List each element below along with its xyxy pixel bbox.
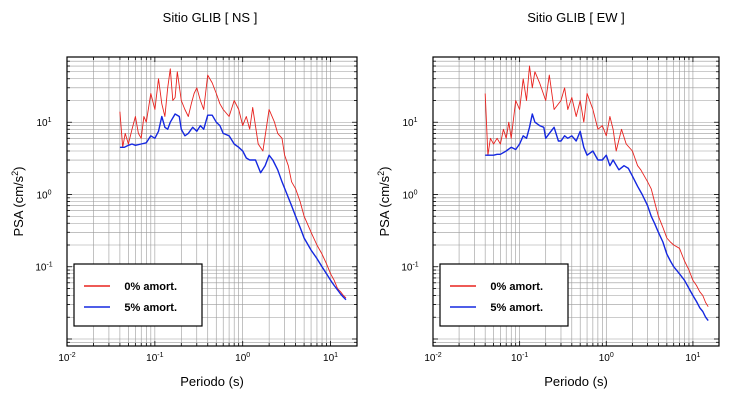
- series-line-damping-5: [485, 113, 709, 322]
- legend-label: 0% amort.: [124, 281, 177, 293]
- y-tick-label: 100: [402, 189, 417, 201]
- y-tick-base: 10: [402, 190, 414, 201]
- y-axis-label-sup: 2: [376, 171, 386, 176]
- y-tick-label: 10-1: [401, 262, 418, 274]
- y-tick-exponent: -1: [412, 262, 418, 269]
- series-line-damping-0: [119, 68, 347, 299]
- x-tick-label: 100: [235, 352, 250, 364]
- y-axis-label-end: ): [377, 166, 392, 170]
- x-tick-exponent: 1: [697, 352, 701, 359]
- x-tick-exponent: 1: [334, 352, 338, 359]
- grid: [433, 57, 719, 346]
- x-tick-label: 100: [599, 352, 614, 364]
- y-tick-label: 10-1: [35, 262, 52, 274]
- axis-ticks: [66, 56, 358, 347]
- y-tick-label: 100: [36, 189, 51, 201]
- x-tick-label: 10-2: [58, 352, 75, 364]
- x-tick-exponent: -1: [157, 352, 163, 359]
- x-axis-label: Periodo (s): [180, 374, 244, 389]
- x-tick-base: 10: [323, 353, 335, 364]
- legend: 0% amort. 5% amort.: [73, 263, 203, 327]
- y-axis-label-end: ): [11, 166, 26, 170]
- x-tick-label: 101: [685, 352, 700, 364]
- chart-panel: Sitio GLIB [ EW ]10-2 10-1 100 10110-110010…: [376, 10, 720, 389]
- x-tick-exponent: -2: [69, 352, 75, 359]
- y-axis-label: PSA (cm/s2): [376, 166, 392, 236]
- y-axis-label-sup: 2: [10, 171, 20, 176]
- x-tick-base: 10: [511, 353, 523, 364]
- y-tick-exponent: -1: [46, 262, 52, 269]
- y-axis-label-main: PSA (cm/s: [377, 175, 392, 236]
- x-tick-exponent: 0: [610, 352, 614, 359]
- y-tick-base: 10: [36, 190, 48, 201]
- legend-label: 0% amort.: [490, 281, 543, 293]
- y-tick-label: 101: [402, 117, 417, 129]
- x-tick-label: 10-1: [146, 352, 163, 364]
- y-tick-base: 10: [402, 118, 414, 129]
- x-tick-exponent: -1: [522, 352, 528, 359]
- y-axis-label-main: PSA (cm/s: [11, 175, 26, 236]
- chart-title: Sitio GLIB [ NS ]: [163, 10, 258, 25]
- y-tick-base: 10: [401, 263, 413, 274]
- x-tick-label: 10-1: [511, 352, 528, 364]
- y-axis-label: PSA (cm/s2): [10, 166, 26, 236]
- x-axis-label: Periodo (s): [544, 374, 608, 389]
- legend: 0% amort. 5% amort.: [439, 263, 569, 327]
- x-tick-base: 10: [235, 353, 247, 364]
- legend-label: 5% amort.: [124, 302, 177, 314]
- y-tick-label: 101: [36, 117, 51, 129]
- y-tick-base: 10: [35, 263, 47, 274]
- x-tick-label: 10-2: [424, 352, 441, 364]
- x-tick-exponent: -2: [435, 352, 441, 359]
- series-line-damping-5: [119, 113, 347, 301]
- y-tick-exponent: 1: [48, 117, 52, 124]
- series-line-damping-0: [484, 65, 709, 307]
- y-tick-exponent: 0: [414, 189, 418, 196]
- axis-ticks: [432, 56, 720, 347]
- x-tick-base: 10: [424, 353, 436, 364]
- legend-box: [73, 263, 203, 327]
- x-tick-label: 101: [323, 352, 338, 364]
- y-tick-exponent: 0: [48, 189, 52, 196]
- x-tick-base: 10: [599, 353, 611, 364]
- x-tick-base: 10: [58, 353, 70, 364]
- legend-box: [439, 263, 569, 327]
- chart-panel: Sitio GLIB [ NS ]10-2 10-1 100 10110-110010…: [10, 10, 358, 389]
- x-tick-exponent: 0: [246, 352, 250, 359]
- x-tick-base: 10: [146, 353, 158, 364]
- x-tick-base: 10: [685, 353, 697, 364]
- chart-title: Sitio GLIB [ EW ]: [527, 10, 625, 25]
- y-tick-exponent: 1: [414, 117, 418, 124]
- legend-label: 5% amort.: [490, 302, 543, 314]
- y-tick-base: 10: [36, 118, 48, 129]
